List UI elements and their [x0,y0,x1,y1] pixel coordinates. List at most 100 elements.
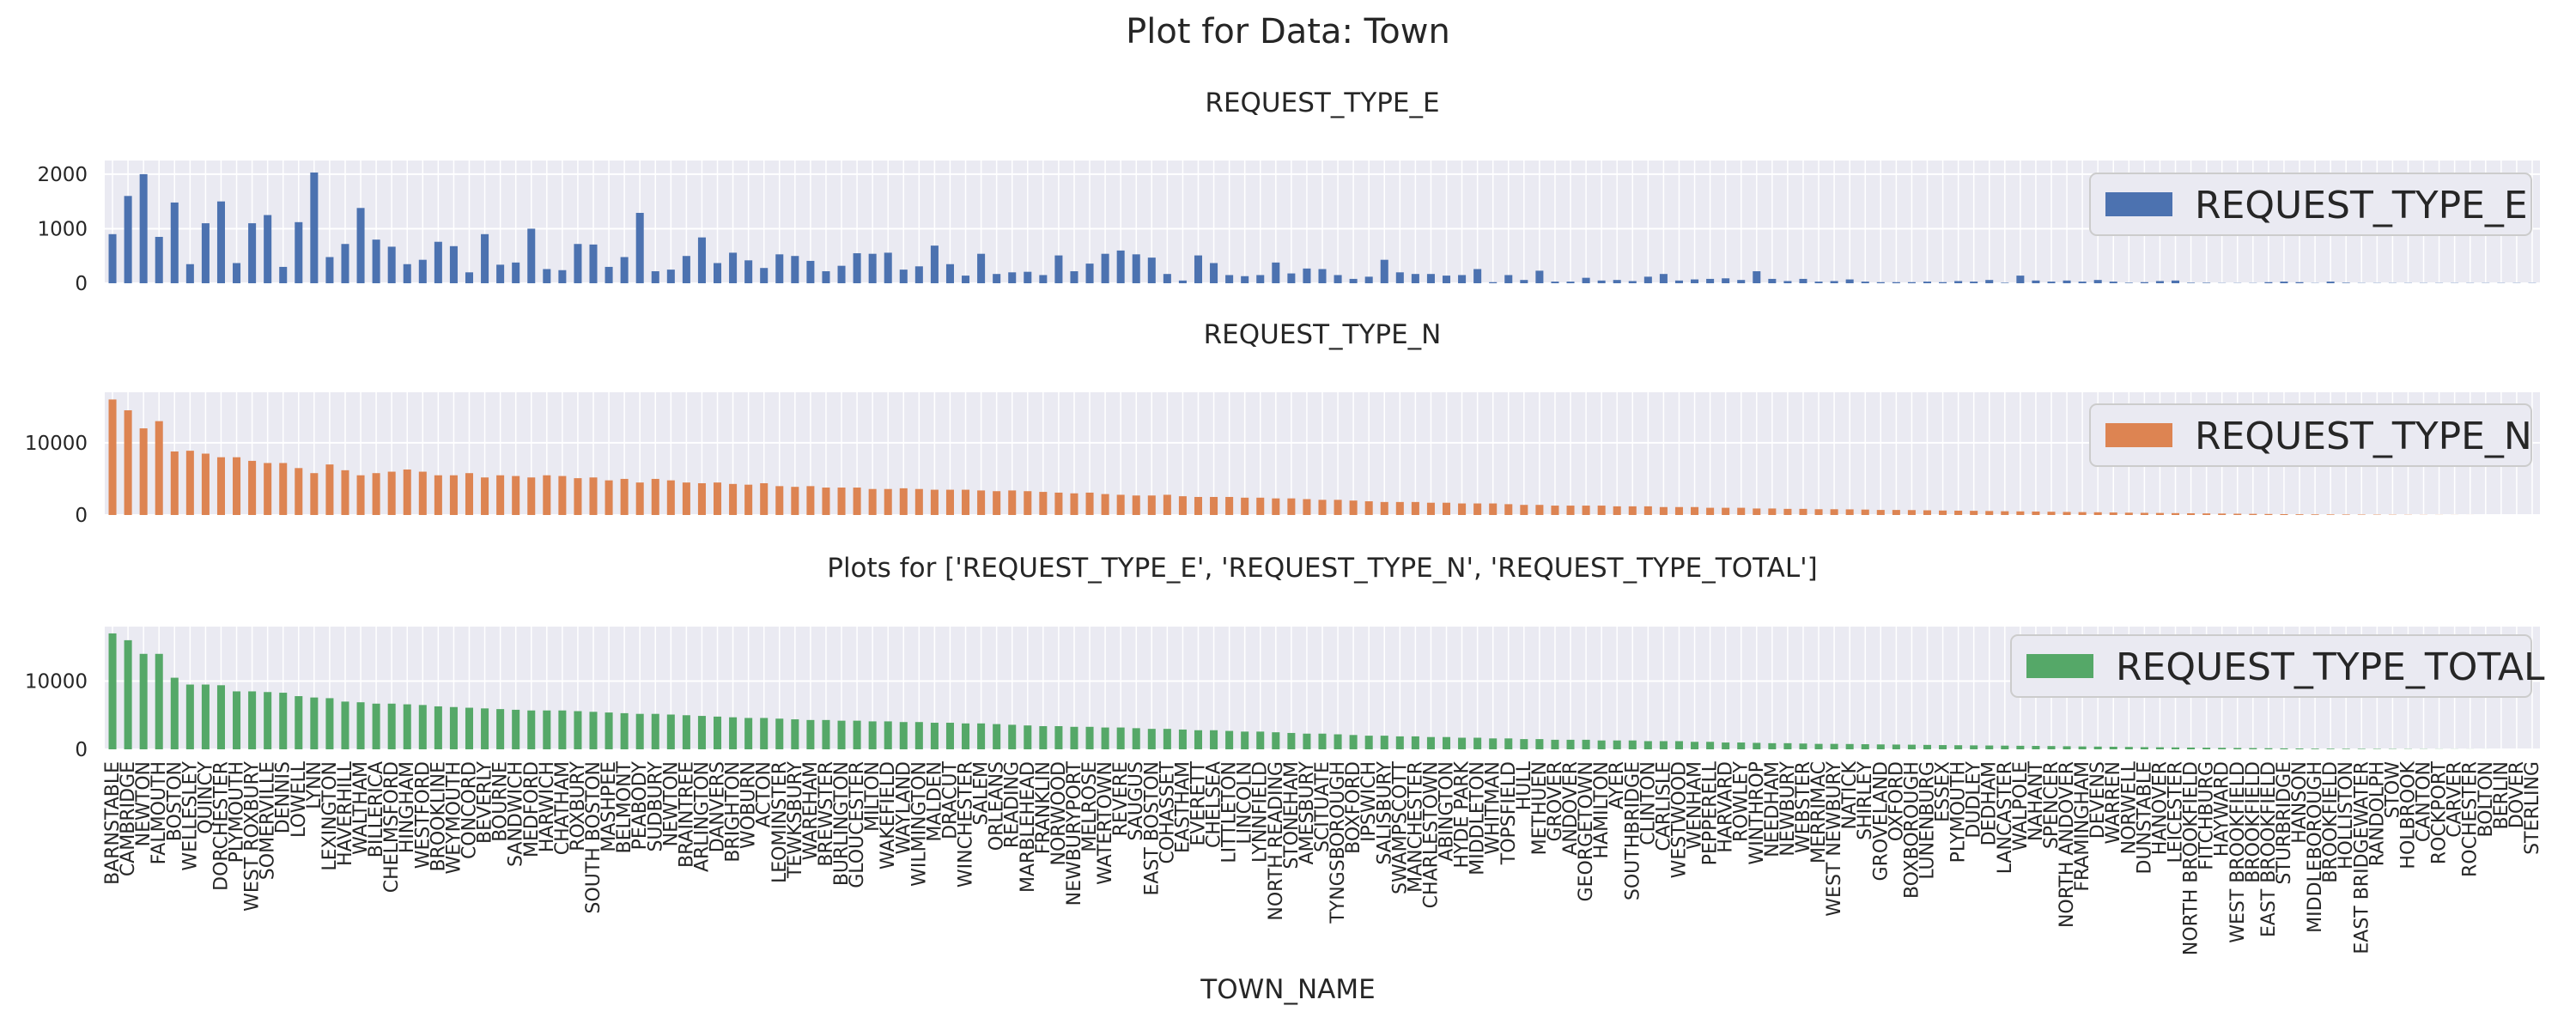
x-tick-label: BRIGHTON [723,761,744,863]
x-tick-label: ESSEX [1933,761,1954,822]
bar [1985,511,1994,515]
bar [481,708,489,749]
x-tick-label: ABINGTON [1437,761,1458,862]
bar [1970,282,1978,283]
bar [1907,510,1916,515]
bar [264,215,272,283]
bar [1582,739,1590,749]
y-tick-label: 10000 [25,671,88,694]
bar [884,252,892,283]
bar [2295,748,2304,749]
x-tick-label: WEST BROOKFIELD [2227,761,2249,943]
bar [1535,505,1544,515]
x-tick-label: BOXBOROUGH [1901,761,1923,899]
x-tick-label: BERLIN [2491,761,2512,829]
bar [139,428,148,515]
legend-swatch [2105,192,2172,216]
bar [868,721,877,749]
bar [1597,506,1606,515]
bar [1939,510,1947,515]
bar [1256,731,1265,749]
x-tick-label: FRANKLIN [1033,761,1054,854]
legend: REQUEST_TYPE_E [2089,173,2532,236]
x-tick-label: SANDWICH [506,761,527,867]
y-tick-label: 0 [75,273,88,295]
bar [2124,747,2133,749]
x-tick-label: CLINTON [1637,761,1659,845]
bar [1768,508,1777,515]
bar [512,709,520,749]
bar [2357,514,2366,515]
bar [1272,732,1280,749]
bar [1907,744,1916,749]
x-tick-label: GEORGETOWN [1576,761,1597,901]
bar [295,221,303,283]
panel-2: 0 10000 REQUEST_TYPE_N REQUEST_TYPE_N [25,319,2540,527]
x-tick-label: WINTHROP [1747,761,1768,865]
bar [512,262,520,283]
x-tick-label: AYER [1607,761,1628,809]
bar [216,685,225,749]
x-tick-label: PEPPERELL [1700,760,1722,865]
legend: REQUEST_TYPE_TOTAL [2010,634,2545,698]
bar [1210,263,1218,283]
bar [1210,496,1218,515]
bar [760,268,769,283]
bar [1892,510,1900,515]
bar [2078,282,2087,283]
x-tick-label: WALTHAM [350,761,372,855]
bar [962,489,970,515]
x-tick-label: ANDOVER [1560,761,1582,856]
bar [1442,736,1451,749]
bar [1364,501,1373,515]
x-tick-label: FALMOUTH [149,761,170,864]
bar [434,241,442,283]
bar [1768,278,1777,283]
bar [2093,512,2102,515]
bar [185,684,194,749]
bar [1845,509,1854,515]
bar [775,718,784,749]
bar [822,719,830,749]
x-tick-label: HARVARD [1716,761,1737,853]
bar [403,264,411,283]
bar [1504,275,1513,283]
x-tick-label: SCITUATE [1312,761,1334,852]
bar [2171,747,2180,749]
x-tick-label: RANDOLPH [2366,761,2388,866]
bar [496,709,505,749]
bar [1613,280,1621,283]
bar [325,464,334,515]
bar [1070,271,1078,283]
bar [356,702,365,749]
x-tick-label: DRACUT [939,760,961,839]
panel-title: REQUEST_TYPE_E [1205,88,1439,118]
bar [295,468,303,515]
x-tick-label: SALEM [971,761,993,826]
bar [1861,509,1869,515]
bar [1147,495,1156,515]
bar [2124,282,2133,283]
legend-label: REQUEST_TYPE_N [2195,415,2532,458]
bar [2326,514,2335,515]
legend-box [2010,634,2532,698]
bar [1659,506,1668,515]
bar [1024,725,1032,749]
bar [2295,282,2304,283]
bar [930,489,939,515]
bar [1194,730,1203,749]
bar [635,713,644,749]
bar [930,723,939,749]
x-tick-label: SALISBURY [1374,760,1395,864]
x-tick-label: LITTLETON [1219,761,1241,863]
x-tick-label: WENHAM [1685,761,1706,850]
bar [372,703,380,749]
bar [2124,512,2133,515]
bar [1349,735,1358,749]
bar [697,482,706,515]
bar [1489,738,1498,749]
x-tick-label: MIDDLEBOROUGH [2305,761,2326,933]
bar [620,257,629,283]
bar [1674,741,1683,749]
bar [1706,278,1715,283]
